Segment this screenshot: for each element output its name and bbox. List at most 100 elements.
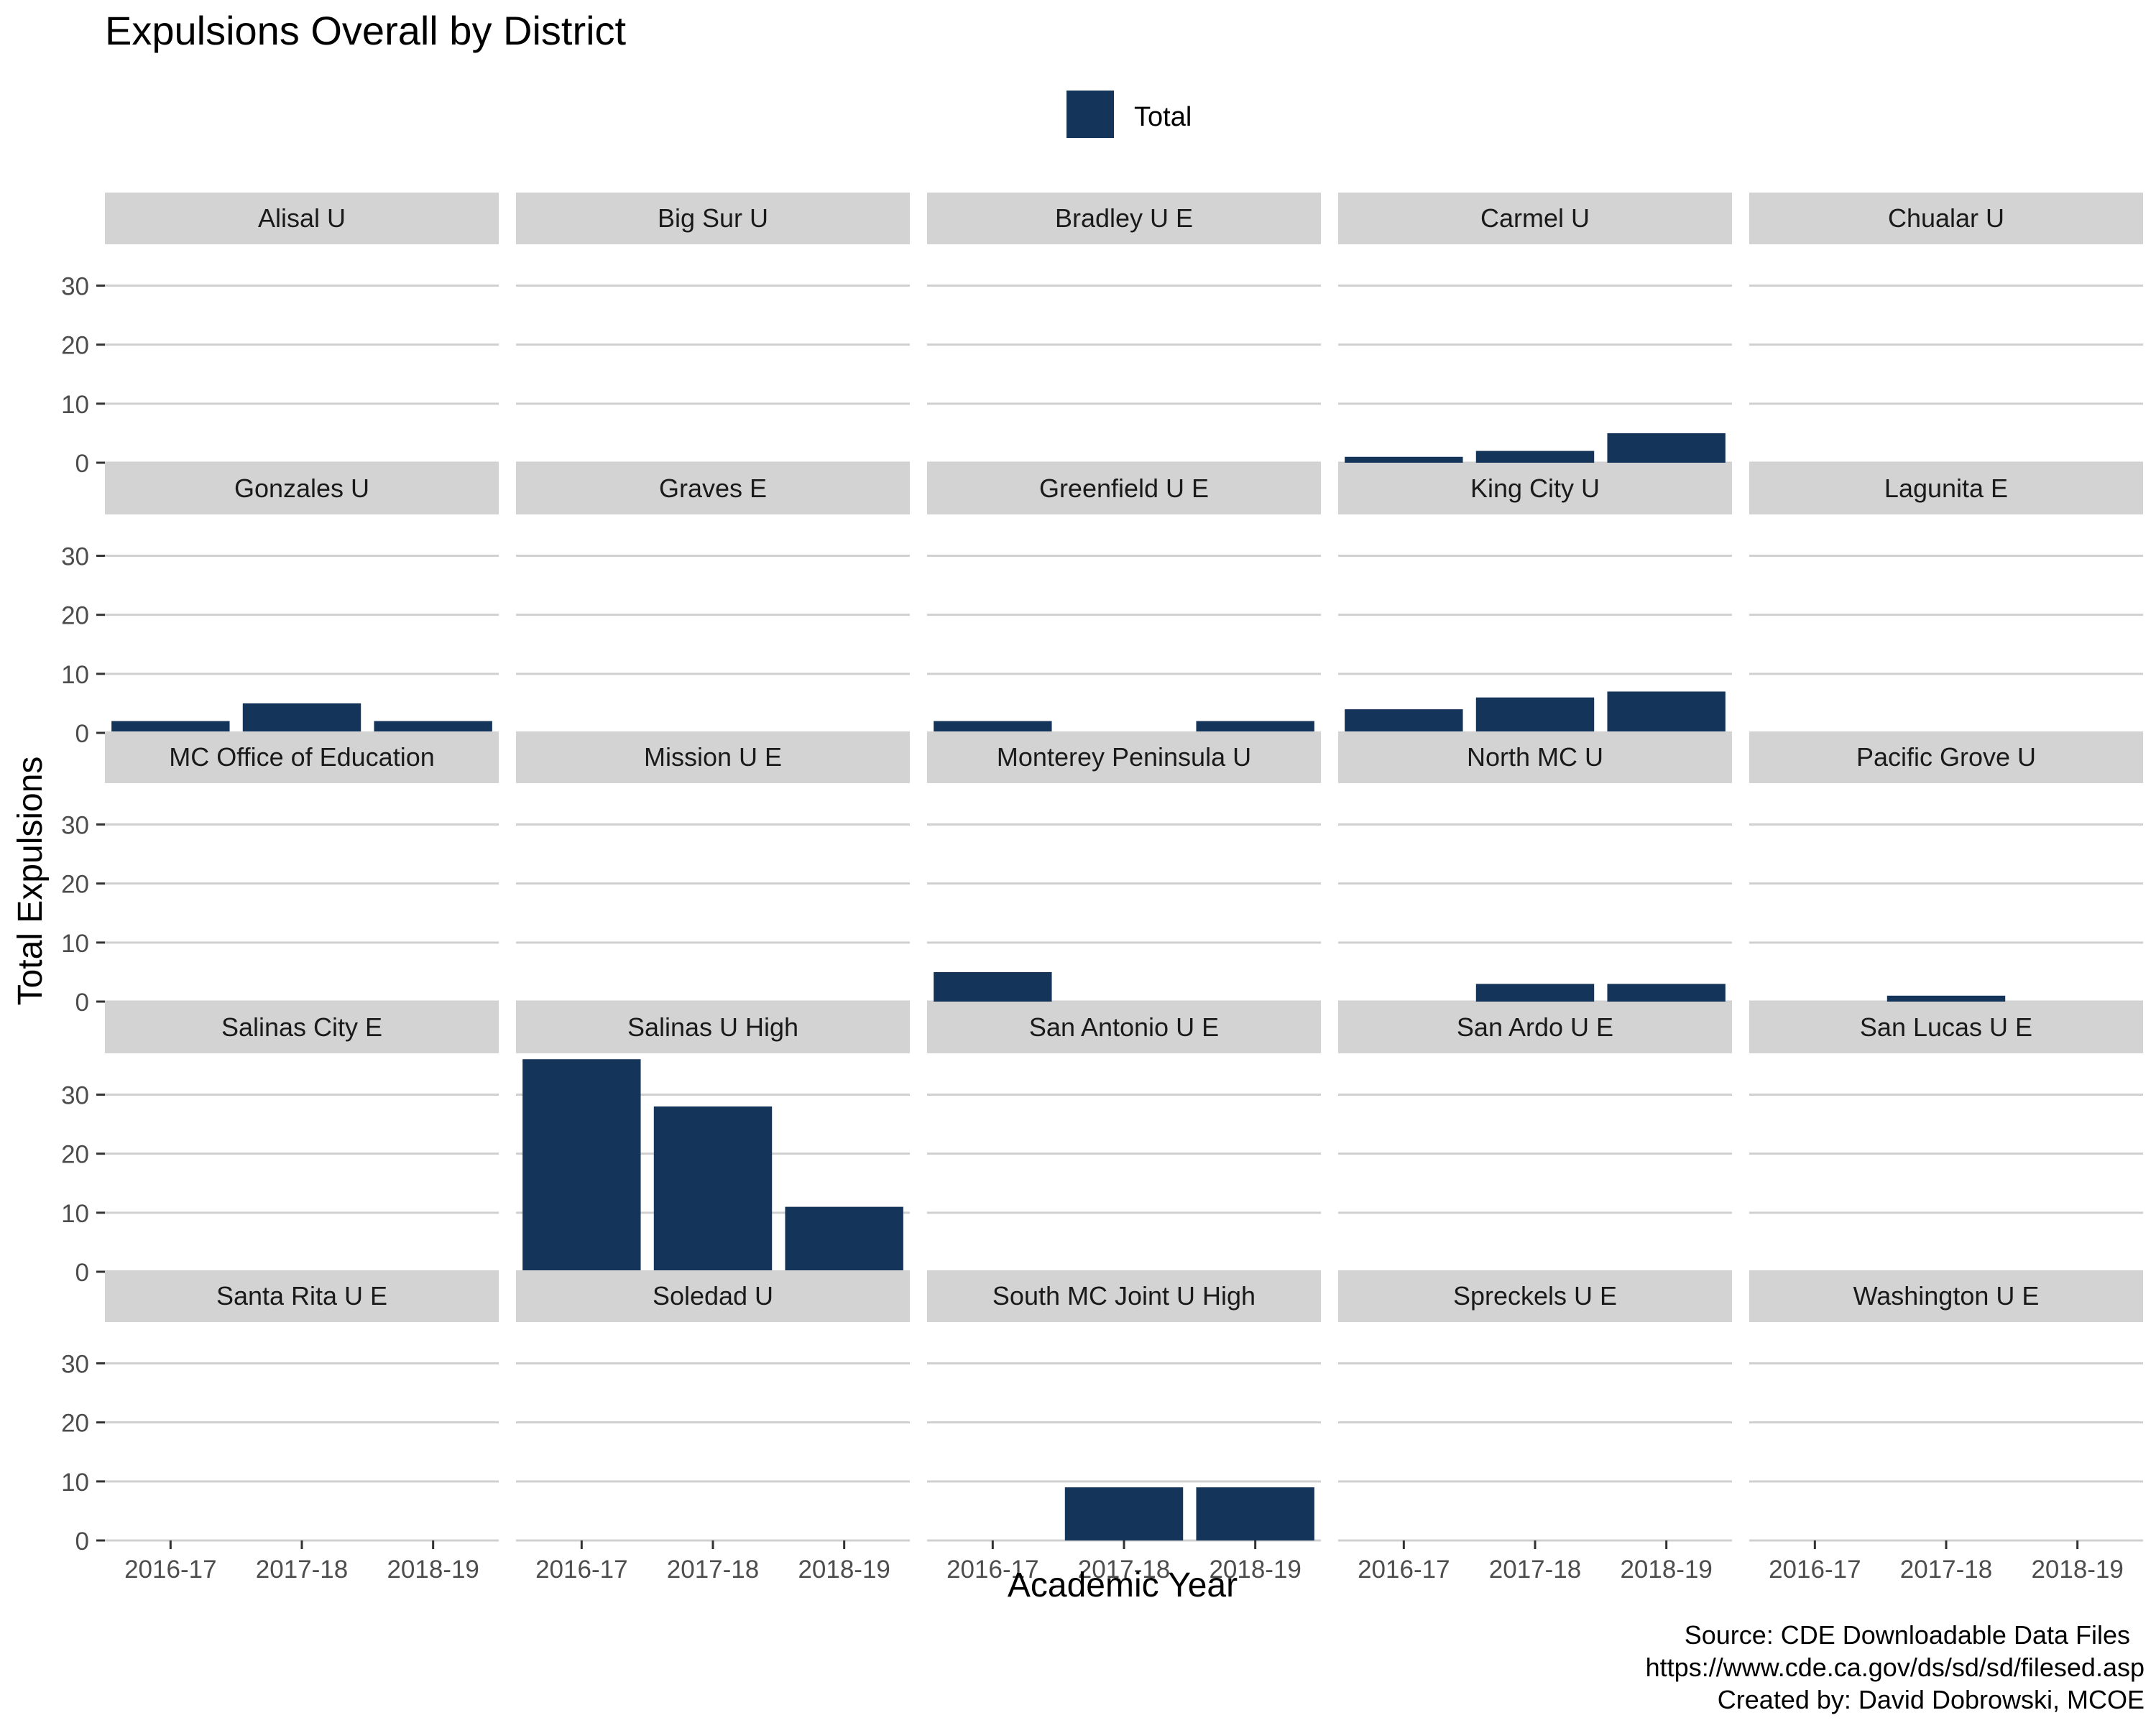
facet-panel: San Ardo U E — [1338, 1002, 1732, 1273]
bar — [1475, 984, 1595, 1002]
y-tick-label: 20 — [61, 1410, 89, 1438]
facet-panel: San Antonio U E — [927, 1002, 1321, 1273]
y-tick-label: 30 — [61, 1351, 89, 1379]
y-tick-label: 10 — [61, 391, 89, 419]
facet-panel: Gonzales U 0 10 20 30 — [61, 463, 499, 748]
facet-strip-label: South MC Joint U High — [992, 1281, 1256, 1311]
x-tick-label: 2017-18 — [1078, 1556, 1170, 1584]
bar — [934, 971, 1052, 1002]
facet-panel: Greenfield U E — [927, 463, 1321, 734]
bar — [1196, 721, 1314, 733]
bar — [1607, 433, 1726, 463]
bar — [111, 721, 230, 733]
facet-strip — [1338, 731, 1732, 783]
bar — [1475, 697, 1595, 733]
y-tick-label: 20 — [61, 602, 89, 630]
facet-strip-label: San Antonio U E — [1029, 1012, 1219, 1042]
bar — [1607, 984, 1726, 1002]
bar — [1886, 995, 2006, 1002]
facet-strip — [105, 731, 499, 783]
facet-strip-label: Graves E — [659, 473, 767, 503]
x-tick-label: 2016-17 — [1358, 1556, 1450, 1584]
facet-strip — [516, 463, 910, 514]
facet-panel: South MC Joint U High 2016-17 2017-18 2018-… — [927, 1270, 1321, 1584]
bar — [1607, 691, 1726, 733]
y-tick-label: 10 — [61, 1200, 89, 1228]
facet-panel: Chualar U — [1749, 193, 2143, 464]
x-tick-label: 2016-17 — [535, 1556, 627, 1584]
y-tick-label: 30 — [61, 1082, 89, 1110]
y-tick-label: 20 — [61, 332, 89, 360]
y-tick-label: 0 — [75, 1259, 89, 1287]
y-tick-label: 30 — [61, 812, 89, 840]
facet-panel: Bradley U E — [927, 193, 1321, 464]
caption-line-author: Created by: David Dobrowski, MCOE — [1718, 1685, 2145, 1714]
x-tick-label: 2018-19 — [2031, 1556, 2123, 1584]
x-tick-label: 2018-19 — [1209, 1556, 1301, 1584]
facet-strip-label: Soledad U — [653, 1281, 773, 1311]
facet-strip-label: Chualar U — [1888, 203, 2004, 233]
y-axis-title: Total Expulsions — [11, 757, 50, 1006]
x-tick-label: 2017-18 — [667, 1556, 759, 1584]
y-tick-label: 0 — [75, 989, 89, 1017]
bar — [1345, 709, 1463, 733]
y-tick-label: 0 — [75, 1528, 89, 1556]
facet-strip — [516, 1270, 910, 1322]
x-axis-title: Academic Year — [1008, 1566, 1238, 1604]
facet-strip-label: San Lucas U E — [1860, 1012, 2032, 1042]
bar — [653, 1106, 773, 1272]
facet-strip-label: Santa Rita U E — [216, 1281, 387, 1311]
x-tick-label: 2016-17 — [124, 1556, 216, 1584]
facet-strip-label: Mission U E — [644, 742, 782, 772]
legend: Total — [1067, 91, 1192, 138]
y-tick-label: 10 — [61, 661, 89, 689]
facet-strip-label: Carmel U — [1480, 203, 1590, 233]
facet-strip — [1749, 463, 2143, 514]
facet-strip — [1749, 1002, 2143, 1053]
bar — [934, 721, 1052, 733]
facet-panel: MC Office of Education 0 10 20 30 — [61, 731, 499, 1017]
facet-strip-label: Monterey Peninsula U — [997, 742, 1251, 772]
facet-panel: King City U — [1338, 463, 1732, 734]
x-tick-label: 2017-18 — [256, 1556, 348, 1584]
bar — [785, 1206, 903, 1272]
facet-panel: San Lucas U E — [1749, 1002, 2143, 1273]
x-tick-label: 2017-18 — [1900, 1556, 1992, 1584]
facet-panel: Salinas City E 0 10 20 30 — [61, 1002, 499, 1287]
facet-strip — [105, 193, 499, 244]
facet-strip-label: Big Sur U — [658, 203, 768, 233]
facet-strip — [927, 193, 1321, 244]
y-tick-label: 20 — [61, 1141, 89, 1169]
facet-strip — [516, 193, 910, 244]
chart-title: Expulsions Overall by District — [105, 8, 627, 53]
facet-strip — [105, 1270, 499, 1322]
x-tick-label: 2017-18 — [1489, 1556, 1581, 1584]
bar — [242, 703, 361, 733]
facet-strip — [105, 1002, 499, 1053]
facet-strip-label: Washington U E — [1853, 1281, 2040, 1311]
facet-strip — [927, 731, 1321, 783]
facet-grid: Alisal U 0 10 20 30 Big Sur U Bradley U E Carme… — [61, 193, 2143, 1584]
y-tick-label: 10 — [61, 1469, 89, 1497]
facet-strip-label: North MC U — [1467, 742, 1603, 772]
facet-strip-label: San Ardo U E — [1457, 1012, 1613, 1042]
facet-panel: Soledad U 2016-17 2017-18 2018-19 — [516, 1270, 910, 1584]
facet-strip-label: Salinas U High — [627, 1012, 798, 1042]
facet-panel: North MC U — [1338, 731, 1732, 1003]
facet-panel: Spreckels U E 2016-17 2017-18 2018-19 — [1338, 1270, 1732, 1584]
facet-strip-label: Salinas City E — [221, 1012, 382, 1042]
x-tick-label: 2018-19 — [387, 1556, 479, 1584]
facet-strip — [927, 463, 1321, 514]
facet-panel: Washington U E 2016-17 2017-18 2018-19 — [1749, 1270, 2143, 1584]
legend-label: Total — [1134, 102, 1192, 132]
facet-strip-label: Lagunita E — [1884, 473, 2008, 503]
facet-strip-label: MC Office of Education — [169, 742, 435, 772]
facet-strip — [1338, 1270, 1732, 1322]
facet-strip — [927, 1270, 1321, 1322]
facet-strip — [1749, 193, 2143, 244]
bar — [374, 721, 492, 733]
caption-line-url: https://www.cde.ca.gov/ds/sd/sd/filesed.… — [1646, 1653, 2145, 1682]
facet-panel: Monterey Peninsula U — [927, 731, 1321, 1003]
